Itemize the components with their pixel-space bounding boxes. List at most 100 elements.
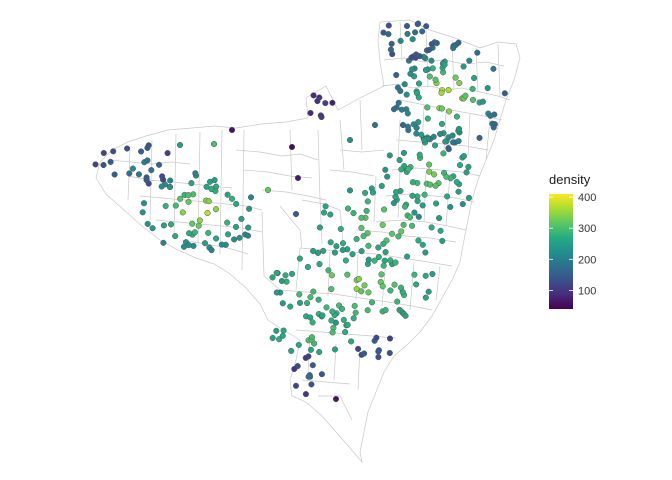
density-point [140,200,148,207]
density-point [430,133,437,140]
density-point [292,382,300,389]
density-point [279,300,286,307]
density-point [449,132,456,139]
density-point [355,275,362,282]
density-point [418,131,425,138]
density-point [144,144,151,151]
density-point [395,233,402,240]
density-point [460,63,467,70]
density-point [422,272,429,279]
density-point [210,140,218,148]
density-point [389,51,396,58]
density-point [224,191,231,198]
density-point [455,39,462,46]
density-point [292,210,300,218]
density-point [322,100,329,107]
density-point [149,225,156,232]
density-point [329,308,336,315]
density-point [236,234,243,241]
density-point [360,233,367,240]
density-point [425,46,433,53]
density-point [139,209,146,216]
density-point [465,194,472,201]
density-point [415,20,422,27]
density-point [186,230,193,237]
density-point [463,169,470,176]
density-point [491,121,498,128]
density-point [404,123,411,130]
density-point [382,307,389,314]
density-point [398,166,405,173]
density-point [479,98,486,105]
density-point [364,198,371,205]
density-point [419,202,426,209]
density-point [339,246,346,254]
density-point [450,139,457,146]
density-point [318,371,325,378]
density-point [402,312,409,319]
density-point [425,288,432,295]
density-point [387,287,394,294]
density-point [397,87,404,95]
density-point [310,288,317,295]
density-point [358,288,365,295]
density-point [375,244,382,251]
density-point [211,177,218,184]
density-point [195,222,202,229]
city-outline [95,19,521,464]
density-point [138,148,145,155]
density-point [352,309,359,316]
density-point [304,263,311,271]
density-point [350,315,357,322]
density-point [386,335,394,342]
density-point [325,267,332,274]
density-point [100,161,107,169]
density-point [409,66,416,73]
density-point [385,22,392,29]
density-point [452,74,459,81]
density-point [246,205,253,212]
density-point [445,87,452,94]
density-point [296,291,303,298]
density-point [188,180,195,187]
density-point [469,85,476,92]
density-point [444,193,451,200]
density-point [323,304,330,311]
density-point [382,249,389,256]
density-point [393,71,400,79]
density-point [208,186,215,193]
density-point [319,312,326,319]
density-point [353,235,360,243]
density-point [231,236,238,243]
density-point [176,141,184,149]
density-point [307,109,314,117]
density-point [156,161,163,168]
density-point [307,314,314,321]
density-point [423,23,430,30]
density-point [398,228,405,235]
density-point [185,198,192,205]
density-point [429,65,436,72]
density-point [218,241,225,248]
density-point [382,166,389,173]
density-point [295,341,302,348]
density-point [403,91,410,98]
density-point [340,316,347,323]
density-point [329,99,336,106]
density-point [124,145,131,152]
density-point [162,202,169,210]
density-point [172,202,179,209]
density-point [309,362,316,369]
density-point [455,125,463,132]
density-point [388,40,395,47]
density-point [375,347,382,354]
density-point [348,338,355,345]
tract-lines [109,21,511,421]
density-point [436,215,443,222]
density-point [421,136,428,143]
legend-colorbar [549,194,573,309]
density-point [381,206,388,213]
density-point [329,329,336,336]
density-point [456,80,463,87]
density-point [455,138,462,145]
